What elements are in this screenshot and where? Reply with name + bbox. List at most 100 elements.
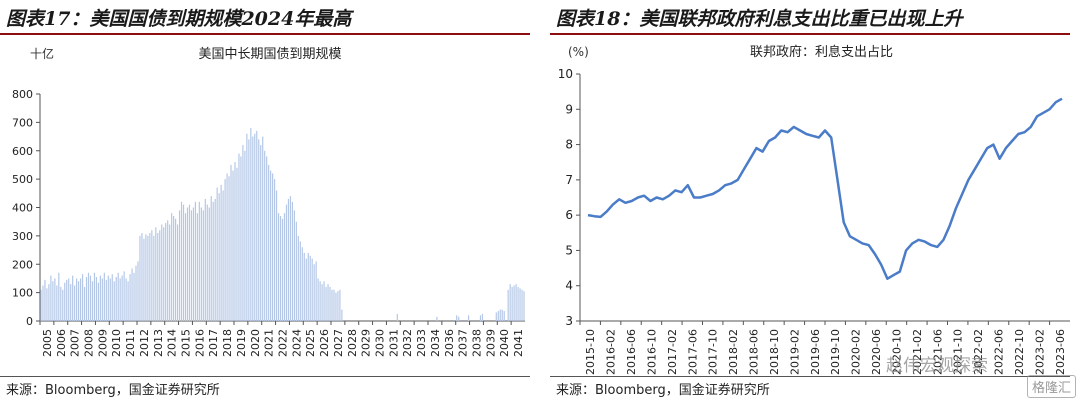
left-bar <box>238 153 240 321</box>
left-title-rule <box>0 33 530 35</box>
left-bar <box>299 241 301 321</box>
left-bar <box>297 235 299 321</box>
left-bar <box>81 274 84 321</box>
left-bar <box>396 313 398 321</box>
left-x-tick-label: 2014 <box>166 329 179 357</box>
left-bar <box>107 275 109 321</box>
left-bar <box>64 282 66 321</box>
left-bar <box>270 170 272 321</box>
right-axes <box>576 73 1070 325</box>
left-bar <box>184 213 187 321</box>
watermark-text: 赵伟宏观探索 <box>886 356 988 376</box>
left-bar <box>509 284 511 321</box>
left-bar <box>200 207 202 321</box>
left-bar <box>279 216 282 321</box>
left-bar <box>85 277 88 321</box>
left-bar <box>115 277 117 321</box>
left-bar <box>301 247 303 321</box>
left-bar <box>163 227 165 321</box>
left-bar <box>226 173 228 321</box>
left-x-tick-label: 2033 <box>415 329 428 357</box>
left-bar <box>129 274 131 321</box>
left-bar <box>54 278 56 321</box>
left-bar <box>224 179 226 321</box>
left-bar <box>277 213 280 321</box>
left-bar <box>507 289 509 321</box>
left-bar <box>48 284 50 321</box>
right-y-tick-label: 5 <box>565 243 573 257</box>
left-bar <box>240 156 242 321</box>
left-bar <box>337 291 339 321</box>
right-y-tick-label: 6 <box>565 208 573 222</box>
right-series-line <box>587 97 1063 280</box>
left-bar <box>133 272 135 321</box>
right-x-tick-label: 2015-10 <box>584 329 597 375</box>
left-bar <box>176 224 179 321</box>
left-bar <box>155 227 157 321</box>
left-bar <box>109 278 111 321</box>
left-bar <box>218 193 220 321</box>
left-bar <box>50 275 52 321</box>
left-bar <box>228 176 230 321</box>
left-x-tick-label: 2029 <box>360 329 373 357</box>
left-bar <box>79 278 82 321</box>
left-bars <box>40 128 525 321</box>
left-bar <box>503 311 505 321</box>
left-bar <box>230 164 232 321</box>
left-bar <box>103 272 105 321</box>
left-bar <box>250 128 252 321</box>
left-bar <box>178 210 181 321</box>
left-y-tick-label: 0 <box>26 315 33 328</box>
left-bar <box>513 285 515 321</box>
left-bar <box>72 275 74 321</box>
left-bar <box>83 286 86 321</box>
left-y-tick-label: 100 <box>12 287 33 300</box>
left-bar <box>206 204 208 321</box>
left-bar <box>157 233 159 321</box>
left-bar <box>89 275 92 321</box>
left-x-tick-label: 2011 <box>124 329 137 357</box>
right-figure-title: 图表18：美国联邦政府利息支出比重已出现上升 <box>556 8 963 30</box>
right-y-tick-label: 8 <box>565 138 573 152</box>
left-bar <box>319 281 321 321</box>
left-bar <box>99 275 101 321</box>
left-bar <box>119 278 121 321</box>
left-x-tick-label: 2028 <box>346 329 359 357</box>
right-x-tick-label: 2019-02 <box>788 329 801 375</box>
left-bar <box>58 272 60 321</box>
left-bar <box>268 164 270 321</box>
left-bar <box>161 224 163 321</box>
left-bar <box>95 277 98 321</box>
left-bar <box>113 281 115 321</box>
left-y-tick-label: 200 <box>12 258 33 271</box>
right-x-tick-label: 2021-06 <box>931 329 944 375</box>
left-bar <box>190 210 193 321</box>
left-x-tick-label: 2019 <box>235 329 248 357</box>
left-bar <box>325 286 327 321</box>
left-x-tick-label: 2017 <box>207 329 220 357</box>
left-bar <box>145 234 147 321</box>
left-x-tick-label: 2018 <box>221 329 234 357</box>
left-x-tick-label: 2024 <box>290 329 303 357</box>
left-bar <box>341 309 343 321</box>
left-bar <box>519 288 521 321</box>
right-source-rule <box>550 376 1070 377</box>
left-bar <box>101 278 103 321</box>
left-y-tick-label: 500 <box>12 173 33 186</box>
right-x-tick-label: 2019-10 <box>829 329 842 375</box>
left-x-tick-label: 2013 <box>152 329 165 357</box>
right-x-tick-label: 2021-10 <box>952 329 965 375</box>
left-bar <box>335 292 337 321</box>
left-bar <box>42 285 44 321</box>
left-bar <box>60 286 62 321</box>
left-bar <box>339 289 341 321</box>
left-bar <box>275 190 278 321</box>
left-bar <box>329 286 331 321</box>
left-x-tick-label: 2015 <box>180 329 193 357</box>
left-bar <box>258 139 260 321</box>
right-x-tick-label: 2023-06 <box>1054 329 1067 375</box>
right-x-tick-label: 2017-10 <box>707 329 720 375</box>
left-bar <box>135 265 137 321</box>
left-bar <box>264 150 266 321</box>
